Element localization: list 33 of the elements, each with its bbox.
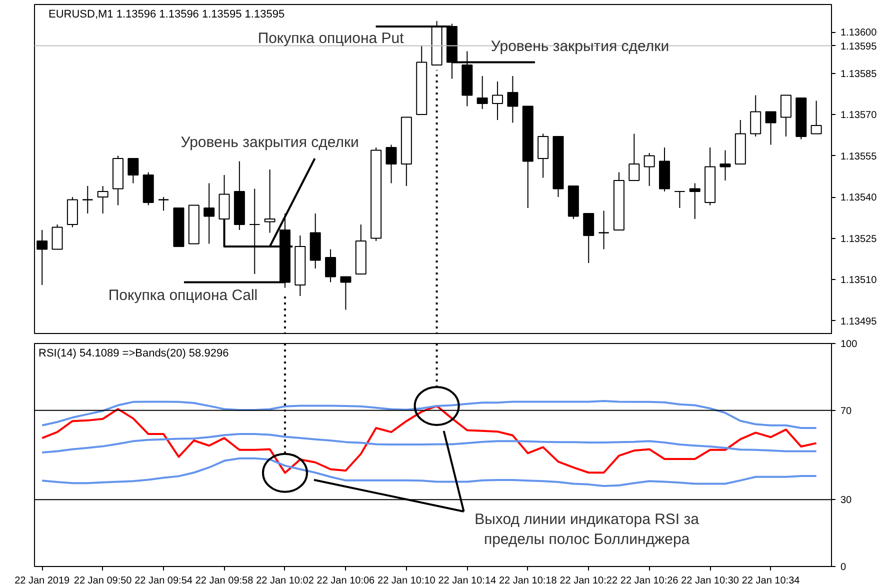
y-tick-label: 1.13570	[840, 110, 878, 121]
ref-line-label: 70	[840, 406, 852, 417]
y-tick-label: 100	[840, 339, 858, 350]
x-tick-label: 22 Jan 2019	[14, 576, 70, 586]
y-tick-label: 1.13555	[840, 151, 878, 162]
x-tick-label: 22 Jan 10:14	[438, 576, 497, 586]
x-tick-label: 22 Jan 10:26	[620, 576, 679, 586]
chart-title: EURUSD,M1 1.13596 1.13596 1.13595 1.13595	[48, 8, 285, 20]
y-tick-label: 1.13495	[840, 316, 878, 328]
x-tick-label: 22 Jan 09:54	[134, 576, 193, 586]
x-tick-label: 22 Jan 10:34	[742, 576, 800, 586]
ref-line-label: 30	[840, 495, 852, 506]
x-tick-label: 22 Jan 10:18	[498, 576, 558, 586]
x-tick-label: 22 Jan 10:30	[681, 576, 740, 586]
y-tick-label: 1.13600	[840, 28, 878, 38]
annotation: Покупка опциона Put	[258, 30, 405, 47]
annotation: Уровень закрытия сделки	[180, 134, 359, 151]
y-tick-label: 0	[840, 562, 846, 573]
y-tick-label: 1.13585	[840, 68, 878, 80]
ref-line-label: 1.13595	[840, 41, 878, 52]
x-tick-label: 22 Jan 10:02	[256, 576, 314, 586]
chart-title: RSI(14) 54.1089 =>Bands(20) 58.9296	[38, 348, 229, 360]
x-tick-label: 22 Jan 10:22	[560, 576, 618, 586]
y-tick-label: 1.13525	[840, 234, 878, 245]
y-tick-label: 1.13540	[840, 192, 878, 204]
x-tick-label: 22 Jan 10:10	[378, 576, 436, 586]
annotation: Выход линии индикатора RSI за пределы полос Боллинджера	[474, 510, 700, 548]
annotation: Уровень закрытия сделки	[490, 38, 670, 55]
annotation: Покупка опциона Call	[108, 286, 258, 304]
x-tick-label: 22 Jan 09:50	[74, 576, 132, 586]
x-tick-label: 22 Jan 10:06	[316, 576, 376, 586]
x-tick-label: 22 Jan 09:58	[195, 576, 254, 586]
y-tick-label: 1.13510	[840, 275, 878, 286]
